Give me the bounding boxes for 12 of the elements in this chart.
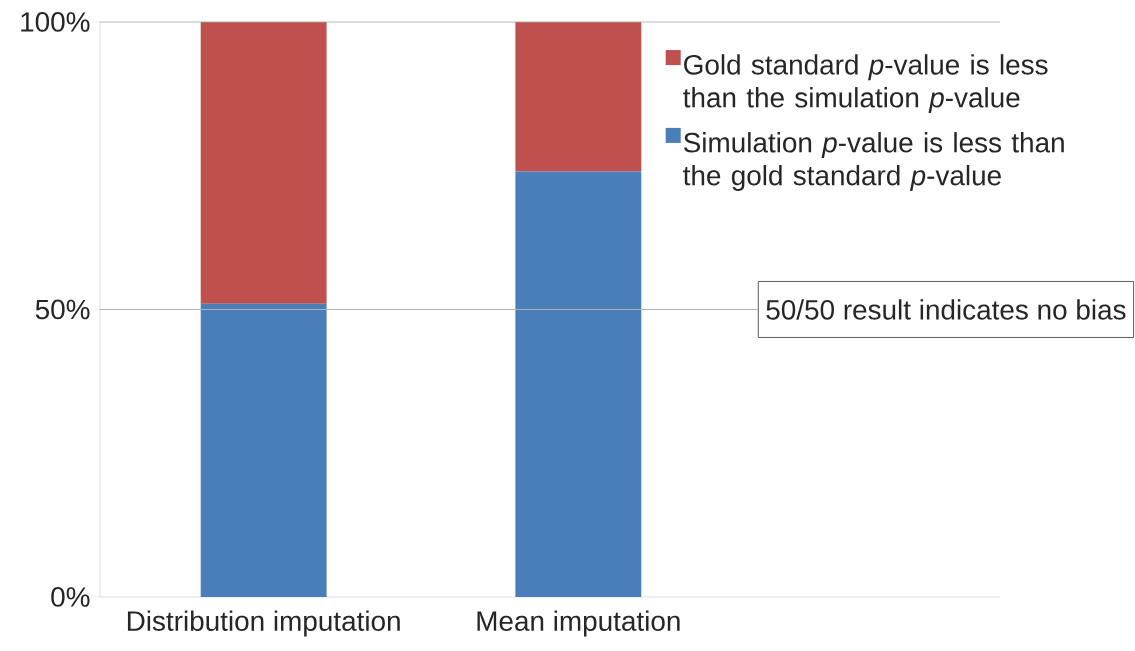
legend-label: Gold standard p-value is less than the simulation p-value xyxy=(683,54,1048,114)
bar xyxy=(515,171,642,597)
bar xyxy=(515,21,642,172)
bar xyxy=(200,21,327,304)
legend-label: Simulation p-value is less than the gold standard p-value xyxy=(683,132,1064,191)
ref-line-label: 50/50 result indicates no bias xyxy=(766,299,1126,320)
x-tick-label: Distribution imputation xyxy=(127,610,400,637)
y-tick-label: 50% xyxy=(35,299,90,320)
y-tick-label: 0% xyxy=(51,587,90,607)
y-tick-label: 100% xyxy=(21,12,90,32)
bar xyxy=(200,303,327,597)
x-tick-label: Mean imputation xyxy=(477,610,680,637)
